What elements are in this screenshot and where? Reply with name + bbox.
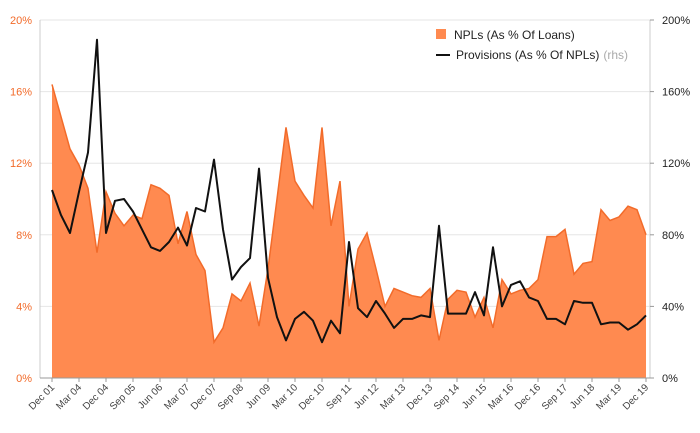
- x-tick-label: Dec 13: [405, 382, 435, 412]
- left-axis-ticks: 0% 4% 8% 12% 16% 20%: [10, 15, 32, 385]
- x-tick-label: Sep 17: [540, 382, 570, 412]
- x-tick-label: Mar 07: [162, 382, 192, 412]
- x-tick-label: Sep 14: [432, 382, 462, 412]
- x-tick-label: Sep 11: [324, 382, 354, 412]
- x-tick-label: Jun 18: [568, 382, 597, 411]
- x-tick-label: Mar 19: [594, 382, 624, 412]
- right-tick-label: 80%: [662, 230, 684, 242]
- x-tick-label: Dec 10: [297, 382, 327, 412]
- x-tick-label: Jun 06: [136, 382, 165, 411]
- right-tick-label: 200%: [662, 15, 690, 27]
- npl-area-outline: [51, 84, 647, 345]
- right-axis-ticks: 0% 40% 80% 120% 160% 200%: [650, 15, 690, 385]
- legend-label-npl: NPLs (As % Of Loans): [454, 28, 575, 42]
- x-tick-label: Sep 08: [216, 382, 246, 412]
- x-tick-label: Jun 12: [352, 382, 381, 411]
- legend-label-provisions: Provisions (As % Of NPLs) (rhs): [456, 48, 628, 62]
- x-tick-label: Sep 05: [108, 382, 138, 412]
- left-tick-label: 20%: [10, 15, 32, 27]
- provisions-line: [51, 38, 647, 344]
- left-tick-label: 12%: [10, 158, 32, 170]
- npl-area-series: [51, 84, 647, 379]
- left-tick-label: 16%: [10, 87, 32, 99]
- x-tick-label: Jun 15: [460, 382, 489, 411]
- x-tick-label: Dec 19: [621, 382, 651, 412]
- legend: NPLs (As % Of Loans) Provisions (As % Of…: [436, 28, 628, 62]
- x-tick-label: Dec 16: [513, 382, 543, 412]
- provisions-line-series: [51, 38, 647, 344]
- x-tick-label: Dec 04: [81, 382, 111, 412]
- right-tick-label: 160%: [662, 87, 690, 99]
- axes: [39, 20, 651, 379]
- legend-label-provisions-note: (rhs): [603, 48, 628, 62]
- x-tick-label: Mar 13: [378, 382, 408, 412]
- right-tick-label: 0%: [662, 373, 678, 385]
- legend-label-provisions-main: Provisions (As % Of NPLs): [456, 48, 599, 62]
- x-tick-label: Dec 07: [189, 382, 219, 412]
- left-tick-label: 0%: [16, 373, 32, 385]
- x-tick-label: Mar 10: [270, 382, 300, 412]
- right-tick-label: 40%: [662, 301, 684, 313]
- x-tick-label: Dec 01: [27, 382, 57, 412]
- left-tick-label: 8%: [16, 230, 32, 242]
- right-tick-label: 120%: [662, 158, 690, 170]
- legend-swatch-npl: [436, 29, 446, 39]
- x-tick-label: Jun 09: [244, 382, 273, 411]
- npl-area: [52, 84, 646, 379]
- x-tick-label: Mar 16: [486, 382, 516, 412]
- left-tick-label: 4%: [16, 301, 32, 313]
- x-tick-label: Mar 04: [54, 382, 84, 412]
